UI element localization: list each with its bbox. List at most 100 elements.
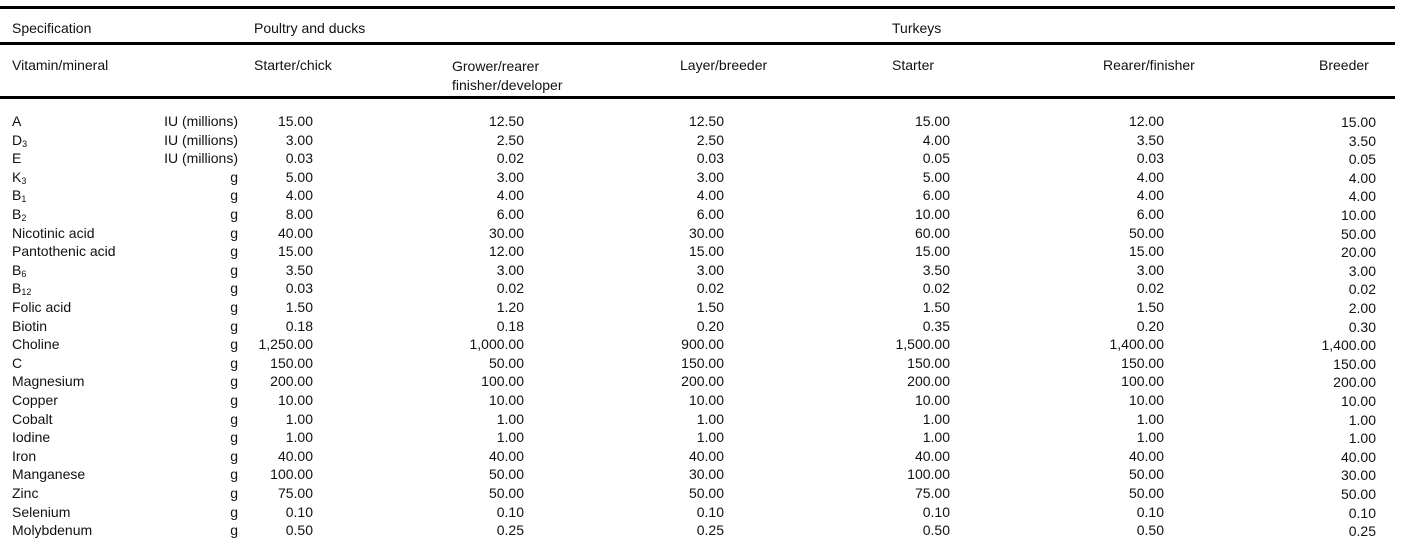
table-cell: 0.10 [496,503,524,520]
table-cell: 30.00 [488,224,524,241]
table-cell: 50.00 [488,354,524,371]
table-cell: 0.02 [496,150,524,167]
unit: g [230,187,238,204]
table-cell: 4.00 [1136,168,1164,185]
table-cell: 4.00 [922,131,950,148]
nutrient-name-text: Nicotinic acid [12,224,95,241]
table-cell: 10.00 [1340,207,1376,223]
table-cell: 60.00 [914,224,950,241]
table-cell: 1,500.00 [895,336,951,353]
table-cell: 1.00 [285,410,313,427]
table-cell: 200.00 [270,373,313,390]
nutrient-name-text: Magnesium [12,373,85,390]
table-cell: 10.00 [914,392,950,408]
table-cell: 150.00 [681,354,724,371]
table-cell: 0.05 [1348,151,1376,168]
column-heading: Breeder [1319,57,1369,73]
table-cell: 30.00 [1340,467,1376,484]
nutrient-name: B6 [12,261,26,279]
table-cell: 0.03 [696,150,724,167]
top-rule [0,6,1395,9]
nutrient-name: Molybdenum [12,522,92,538]
unit: g [230,503,238,520]
body-rule [0,96,1395,99]
table-cell: 0.25 [496,522,524,539]
table-cell: 0.18 [496,317,524,334]
unit: g [230,206,238,222]
table-cell: 75.00 [914,485,950,501]
table-cell: 200.00 [907,373,950,390]
table-cell: 4.00 [1348,188,1376,205]
table-cell: 0.20 [1136,317,1164,334]
table-cell: 0.30 [1348,318,1376,335]
column-heading: Starter/chick [254,57,332,73]
table-cell: 3.00 [496,168,524,185]
table-cell: 1.00 [285,429,313,446]
table-cell: 40.00 [914,447,950,464]
table-cell: 1.50 [922,299,950,315]
table-cell: 15.00 [914,113,950,129]
unit: g [230,522,238,539]
table-cell: 8.00 [285,206,313,222]
table-cell: 900.00 [681,336,724,353]
table-cell: 10.00 [488,392,524,408]
table-cell: 4.00 [1136,187,1164,204]
table-cell: 150.00 [1333,355,1376,372]
unit: g [230,466,238,483]
table-cell: 15.00 [277,113,313,129]
table-cell: 50.00 [1340,486,1376,502]
nutrient-name-text: Cobalt [12,410,53,427]
table-cell: 40.00 [277,447,313,464]
nutrient-name-text: B [12,206,22,222]
table-cell: 40.00 [488,447,524,464]
table-cell: 1,400.00 [1321,337,1377,354]
table-cell: 3.50 [1348,132,1376,149]
table-cell: 15.00 [688,243,724,260]
turkeys-group-heading: Turkeys [892,20,942,36]
table-cell: 1.00 [1136,429,1164,446]
table-cell: 1.50 [696,299,724,315]
table-cell: 100.00 [907,466,950,483]
nutrient-name: E [12,150,21,166]
nutrient-name-text: Choline [12,336,60,353]
nutrient-name: Biotin [12,318,47,334]
nutrient-name-text: Folic acid [12,299,72,315]
table-cell: 4.00 [285,187,313,204]
unit: g [230,410,238,427]
table-cell: 10.00 [1128,392,1164,408]
nutrient-name: Zinc [12,485,38,501]
nutrient-name: C [12,355,22,371]
unit: IU (millions) [164,131,238,148]
table-cell: 4.00 [696,187,724,204]
table-cell: 6.00 [696,206,724,222]
table-cell: 40.00 [277,224,313,241]
nutrient-name-text: B [12,280,22,297]
table-cell: 50.00 [1340,225,1376,242]
table-cell: 1.00 [1348,430,1376,447]
nutrient-name: Copper [12,392,58,408]
nutrient-name: Cobalt [12,411,52,427]
nutrient-name-text: B [12,261,22,278]
table-cell: 5.00 [285,168,313,185]
nutrient-name: Selenium [12,504,70,520]
table-cell: 10.00 [277,392,313,408]
table-cell: 0.02 [922,280,950,297]
table-cell: 50.00 [1128,466,1164,483]
table-cell: 30.00 [688,224,724,241]
table-cell: 0.02 [1136,280,1164,297]
table-cell: 1,250.00 [258,336,314,353]
table-cell: 15.00 [1128,243,1164,260]
table-cell: 1.00 [496,429,524,446]
nutrient-name-text: C [12,354,23,371]
table-cell: 40.00 [1340,448,1376,465]
nutrient-name-text: Manganese [12,466,86,483]
header-rule [0,42,1395,45]
table-cell: 3.50 [1136,131,1164,148]
table-cell: 1,000.00 [469,336,525,353]
nutrient-name: Folic acid [12,299,71,315]
unit: g [230,429,238,446]
table-cell: 4.00 [1348,169,1376,186]
table-cell: 10.00 [688,392,724,408]
unit: g [230,317,238,334]
table-cell: 1.50 [1136,299,1164,315]
